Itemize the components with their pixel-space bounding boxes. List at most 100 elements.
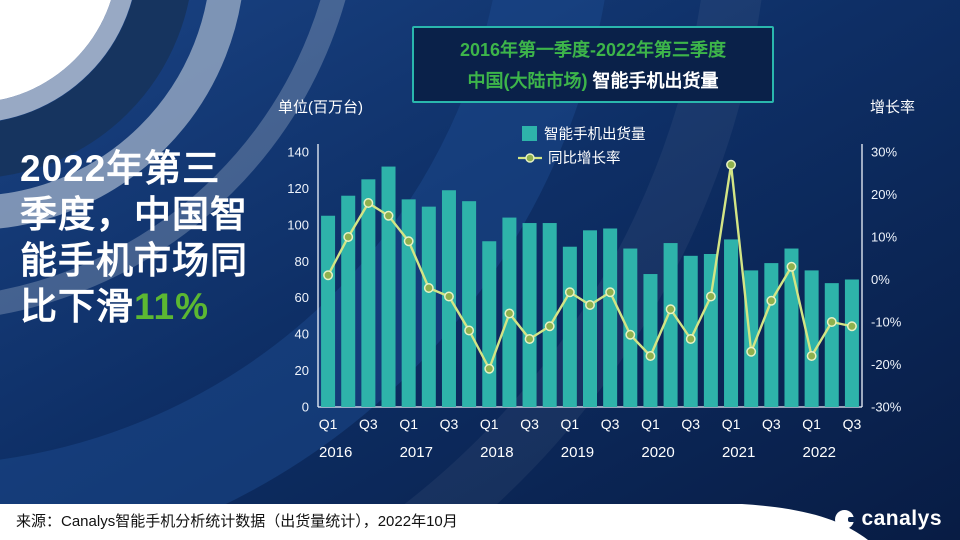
right-axis-tick: 30% [871,145,897,160]
legend-line-marker [525,153,535,163]
growth-point-2017Q2 [423,283,434,293]
chart-title-box: 2016年第一季度-2022年第三季度 中国(大陆市场) 智能手机出货量 [412,26,774,103]
shipments-growth-chart: 0 20 40 60 80 100 120 140 30% 20% 10% 0% -10% -20% -30… [278,99,915,461]
bar-2021Q4 [784,248,799,407]
growth-point-2021Q3 [766,295,777,306]
left-axis-tick: 140 [287,145,309,160]
growth-point-2019Q1 [564,287,575,298]
left-axis-tick: 100 [287,217,309,232]
headline-highlight: 11% [134,286,210,327]
bar-2018Q1 [482,241,497,407]
bar-2018Q4 [542,223,557,407]
bar-2017Q4 [462,201,477,407]
bar-2022Q3 [844,279,859,407]
right-axis-tick: -30% [871,400,902,415]
left-axis-tick: 0 [302,400,309,415]
bar-2022Q2 [824,283,839,407]
headline-line-1: 2022年第三 [20,148,221,189]
growth-point-2020Q2 [665,304,676,315]
bar-2019Q1 [562,246,577,407]
x-tick-quarter: Q1 [802,416,821,432]
bar-2021Q2 [744,270,759,407]
right-axis-title: 增长率 [870,99,915,116]
x-tick-quarter: Q3 [601,416,620,432]
title-market-subject: 智能手机出货量 [587,71,719,91]
growth-point-2016Q2 [343,232,354,242]
x-tick-quarter: Q1 [722,416,741,432]
growth-point-2022Q3 [846,321,857,332]
year-label-2020: 2020 [641,444,674,461]
left-axis-tick: 120 [287,181,309,196]
legend-bar-swatch [522,126,537,141]
x-tick-quarter: Q1 [399,416,418,432]
right-axis-tick: 20% [871,187,897,202]
corner-white [0,0,111,100]
left-axis-tick: 40 [295,327,309,342]
headline-line-2: 季度，中国智 [20,194,248,235]
bar-2017Q1 [401,199,416,407]
x-tick-quarter: Q3 [681,416,700,432]
left-axis-tick: 80 [295,254,309,269]
left-axis-title: 单位(百万台) [278,99,363,116]
x-tick-quarter: Q1 [641,416,660,432]
growth-point-2021Q1 [726,159,736,170]
headline-line-4-text: 比下滑 [20,286,134,327]
year-label-2021: 2021 [722,444,755,461]
x-tick-quarter: Q1 [319,416,338,432]
bar-2021Q1 [724,239,739,407]
growth-point-2021Q2 [746,346,757,357]
headline: 2022年第三 季度，中国智 能手机市场同 比下滑11% [20,146,280,330]
bar-2019Q2 [583,230,597,407]
bar-2016Q2 [341,195,356,407]
bar-2020Q3 [683,255,698,407]
year-label-2022: 2022 [803,444,836,461]
x-tick-quarter: Q1 [480,416,499,432]
right-axis-tick: -10% [871,315,902,330]
title-market-region: 中国(大陆市场) [467,71,588,91]
year-label-2019: 2019 [561,444,594,461]
growth-point-2018Q4 [544,321,555,332]
x-tick-quarter: Q3 [762,416,781,432]
bar-2016Q1 [321,215,336,407]
bar-2019Q3 [603,228,618,407]
growth-point-2018Q1 [484,363,495,374]
x-tick-quarter: Q3 [359,416,378,432]
growth-point-2017Q1 [403,236,414,247]
headline-line-4: 比下滑11% [20,284,280,330]
canalys-logo-text: canalys [861,507,942,530]
title-market: 中国(大陆市场) 智能手机出货量 [420,67,766,93]
year-label-2018: 2018 [480,444,513,461]
growth-point-2020Q3 [685,334,696,344]
growth-point-2018Q3 [524,334,535,344]
x-tick-quarter: Q3 [440,416,459,432]
growth-point-2020Q4 [705,291,716,302]
bar-2022Q1 [804,270,819,407]
right-axis-tick: 0% [871,272,890,287]
year-label-2016: 2016 [319,444,352,461]
left-axis-tick: 20 [295,363,309,378]
bar-2019Q4 [623,248,638,407]
growth-point-2016Q1 [323,270,334,281]
growth-point-2016Q3 [363,198,374,208]
growth-point-2016Q4 [383,210,394,221]
canalys-logo: canalys [835,507,942,531]
left-axis-tick: 60 [295,290,309,305]
title-period: 2016年第一季度-2022年第三季度 [459,40,727,60]
growth-point-2019Q4 [625,329,636,340]
growth-point-2021Q4 [786,261,797,272]
bar-2016Q4 [381,166,396,407]
growth-point-2017Q4 [464,325,475,336]
legend-bar-label: 智能手机出货量 [544,126,646,143]
bar-2017Q2 [421,206,436,407]
growth-point-2017Q3 [444,291,454,302]
growth-point-2020Q1 [645,351,656,361]
legend-line-label: 同比增长率 [548,150,621,167]
bar-2020Q4 [703,254,718,407]
bar-2020Q2 [663,243,678,407]
year-label-2017: 2017 [400,444,433,461]
growth-point-2018Q2 [504,308,515,319]
bar-2018Q3 [522,223,537,407]
x-tick-quarter: Q3 [520,416,539,432]
growth-point-2022Q2 [826,317,837,327]
